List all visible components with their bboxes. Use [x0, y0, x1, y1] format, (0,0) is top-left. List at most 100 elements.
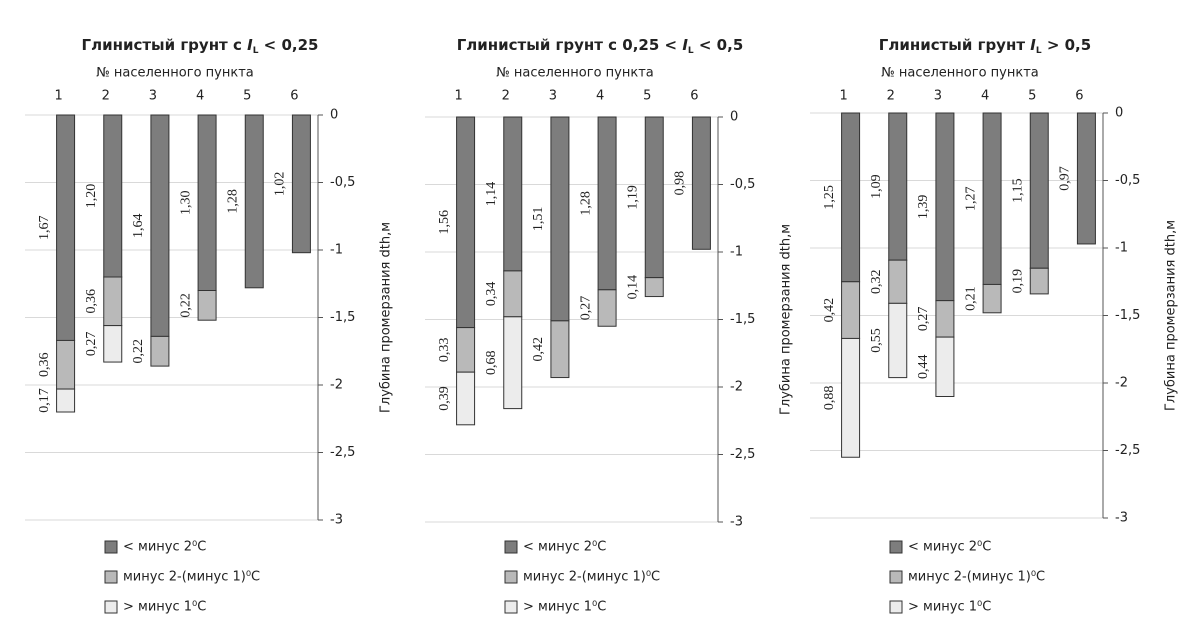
bar-segment: [103, 114, 123, 278]
y-tick-label: -0,5: [330, 175, 355, 190]
bar-segment: [103, 276, 123, 327]
value-label: 1,09: [869, 174, 884, 199]
legend-label: минус 2-(минус 1)⁰C: [908, 570, 1045, 585]
bar-segment: [841, 281, 861, 339]
bar-segment: [456, 116, 476, 329]
y-axis-label: Глубина промерзания dth,м: [1164, 220, 1179, 411]
legend-swatch: [889, 540, 903, 554]
y-tick-label: -1: [330, 243, 343, 258]
bar-segment: [244, 114, 264, 289]
title-part: < 0,25: [258, 36, 318, 54]
y-tick-label: -1,5: [330, 310, 355, 325]
title-part: I: [1030, 36, 1036, 54]
legend-swatch: [104, 570, 118, 584]
x-tick-label: 5: [1028, 89, 1036, 104]
bar-segment: [935, 300, 955, 338]
bar-segment: [1029, 267, 1049, 295]
x-tick-label: 4: [981, 89, 989, 104]
value-label: 1,15: [1010, 178, 1025, 203]
bar-segment: [841, 112, 861, 283]
title-part: L: [253, 46, 259, 56]
legend-swatch: [504, 600, 518, 614]
value-label: 1,64: [131, 213, 146, 238]
title-part: I: [247, 36, 253, 54]
value-label: 1,19: [625, 185, 640, 210]
value-label: 1,02: [273, 172, 288, 197]
value-label: 1,20: [84, 184, 99, 209]
y-axis-label: Глубина промерзания dth,м: [779, 224, 794, 415]
legend-label: < минус 2⁰C: [523, 540, 606, 555]
value-label: 0,21: [963, 286, 978, 311]
bar-segment: [503, 316, 523, 410]
x-tick-label: 2: [887, 89, 895, 104]
value-label: 0,97: [1058, 166, 1073, 191]
value-label: 1,14: [484, 182, 499, 207]
value-label: 1,27: [963, 186, 978, 211]
value-label: 0,42: [531, 337, 546, 362]
chart-title: Глинистый грунт с 0,25 < IL < 0,5: [457, 36, 744, 56]
x-tick-label: 3: [149, 89, 157, 104]
legend-label: < минус 2⁰C: [908, 540, 991, 555]
value-label: 0,27: [916, 307, 931, 332]
value-label: 0,36: [84, 289, 99, 314]
title-part: Глинистый грунт с 0,25 <: [457, 36, 683, 54]
y-tick-label: -0,5: [730, 177, 755, 192]
y-tick-label: -3: [730, 515, 743, 530]
value-label: 1,56: [437, 210, 452, 235]
legend-label: < минус 2⁰C: [123, 540, 206, 555]
legend-swatch: [504, 540, 518, 554]
title-part: Глинистый грунт: [879, 36, 1030, 54]
value-label: 0,39: [437, 386, 452, 411]
x-tick-label: 3: [549, 89, 557, 104]
bar-segment: [550, 320, 570, 379]
chart: Глинистый грунт с IL < 0,25 № населенного…: [25, 36, 394, 615]
value-label: 0,55: [869, 328, 884, 353]
bar-segment: [197, 290, 217, 321]
value-label: 1,67: [37, 215, 52, 240]
legend-swatch: [104, 600, 118, 614]
value-label: 0,42: [822, 298, 837, 323]
bar-segment: [935, 112, 955, 302]
x-tick-label: 6: [290, 89, 298, 104]
title-part: > 0,5: [1042, 36, 1092, 54]
y-tick-label: 0: [330, 108, 338, 123]
legend-swatch: [889, 600, 903, 614]
title-part: L: [1036, 46, 1042, 56]
y-tick-label: -0,5: [1115, 173, 1140, 188]
value-label: 1,39: [916, 195, 931, 220]
bar-segment: [291, 114, 311, 254]
bar-segment: [1029, 112, 1049, 269]
value-label: 0,68: [484, 350, 499, 375]
value-label: 0,14: [625, 275, 640, 300]
value-label: 0,19: [1010, 269, 1025, 294]
x-tick-label: 1: [454, 89, 462, 104]
bar-segment: [644, 277, 664, 298]
y-tick-label: -1,5: [730, 312, 755, 327]
y-tick-label: -1: [730, 245, 743, 260]
x-tick-label: 6: [1075, 89, 1083, 104]
value-label: 1,25: [822, 185, 837, 210]
value-label: 0,17: [37, 388, 52, 413]
bar-segment: [841, 337, 861, 458]
bar-segment: [550, 116, 570, 322]
y-tick-label: -1,5: [1115, 308, 1140, 323]
title-part: < 0,5: [694, 36, 744, 54]
bar-segment: [888, 112, 908, 261]
y-tick-label: 0: [730, 110, 738, 125]
y-tick-label: -1: [1115, 241, 1128, 256]
bar-segment: [503, 116, 523, 272]
bar-segment: [150, 335, 170, 367]
y-tick-label: -3: [330, 513, 343, 528]
legend-label: > минус 1⁰C: [123, 600, 206, 615]
value-label: 0,33: [437, 338, 452, 363]
legend-label: > минус 1⁰C: [523, 600, 606, 615]
x-tick-label: 1: [54, 89, 62, 104]
legend-label: минус 2-(минус 1)⁰C: [523, 570, 660, 585]
bar-segment: [56, 339, 76, 390]
value-label: 0,36: [37, 353, 52, 378]
value-label: 1,28: [225, 189, 240, 214]
y-tick-label: 0: [1115, 106, 1123, 121]
bar-segment: [197, 114, 217, 291]
bar-segment: [56, 114, 76, 341]
chart: Глинистый грунт с 0,25 < IL < 0,5 № насел…: [425, 36, 794, 615]
